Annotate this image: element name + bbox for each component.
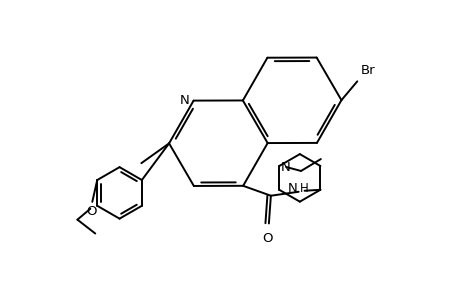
Text: O: O <box>262 232 273 245</box>
Text: H: H <box>299 182 308 195</box>
Text: N: N <box>287 182 297 195</box>
Text: N: N <box>280 161 291 175</box>
Text: O: O <box>86 205 96 218</box>
Text: Br: Br <box>359 64 374 77</box>
Text: N: N <box>179 94 189 107</box>
